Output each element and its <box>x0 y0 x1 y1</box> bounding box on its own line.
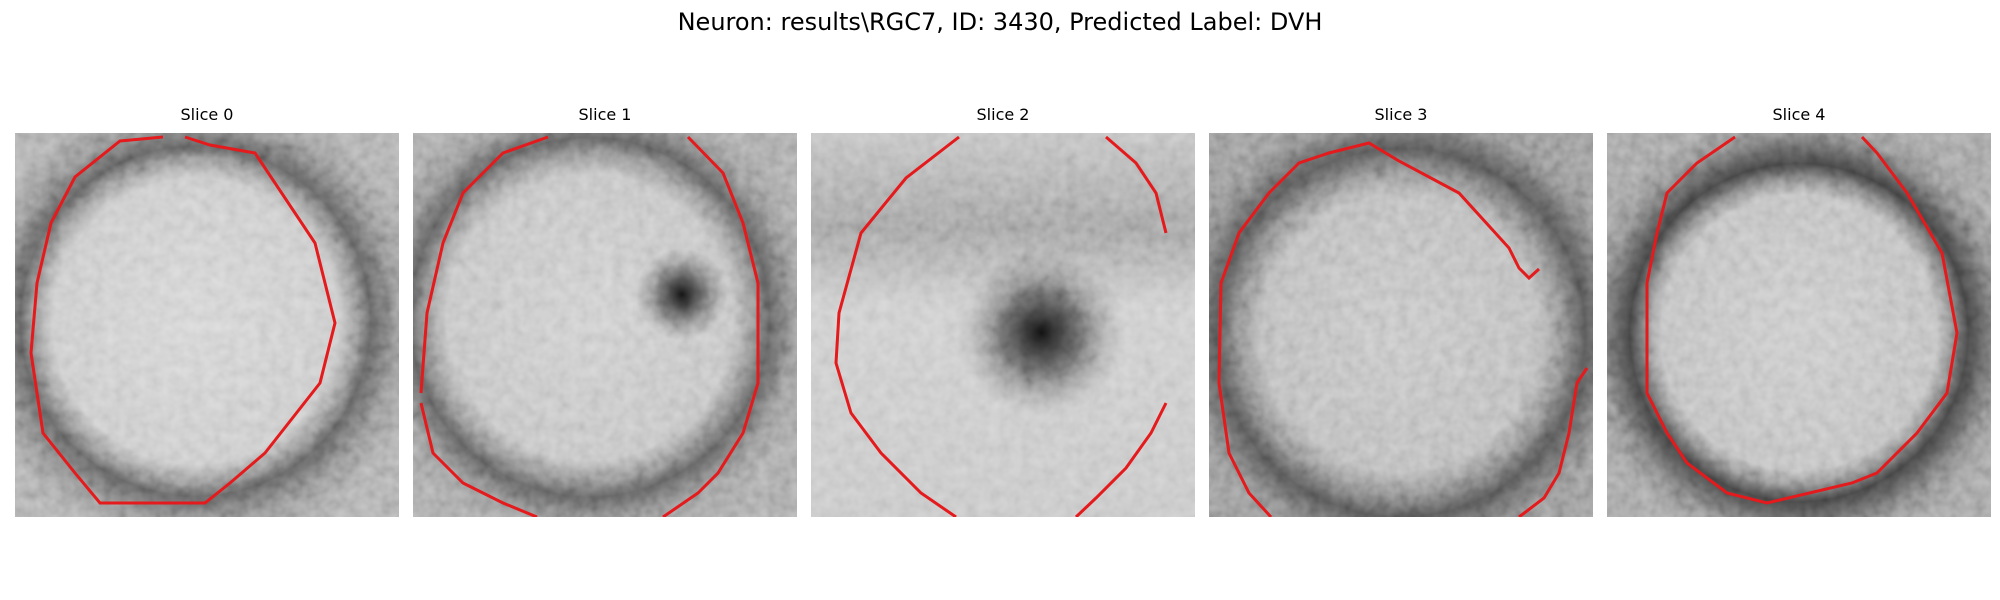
slice-image-3 <box>1209 133 1593 517</box>
segmentation-contour <box>29 135 337 505</box>
slice-image-0 <box>15 133 399 517</box>
figure-title: Neuron: results\RGC7, ID: 3430, Predicte… <box>677 8 1323 36</box>
slice-image-4 <box>1607 133 1991 517</box>
segmentation-contour <box>1074 402 1168 517</box>
segmentation-contour <box>1105 135 1168 234</box>
slice-title-2: Slice 2 <box>976 105 1030 124</box>
segmentation-contour <box>419 402 538 517</box>
segmentation-contour <box>662 135 760 517</box>
slice-title-0: Slice 0 <box>180 105 234 124</box>
slice-title-4: Slice 4 <box>1772 105 1826 124</box>
segmentation-contour <box>419 135 549 394</box>
segmentation-contour <box>1518 367 1589 517</box>
slice-title-3: Slice 3 <box>1374 105 1428 124</box>
slice-title-1: Slice 1 <box>578 105 632 124</box>
segmentation-contour <box>834 135 960 517</box>
slice-image-1 <box>413 133 797 517</box>
segmentation-contour <box>1645 135 1959 505</box>
slice-image-2 <box>811 133 1195 517</box>
segmentation-contour <box>1217 141 1541 517</box>
